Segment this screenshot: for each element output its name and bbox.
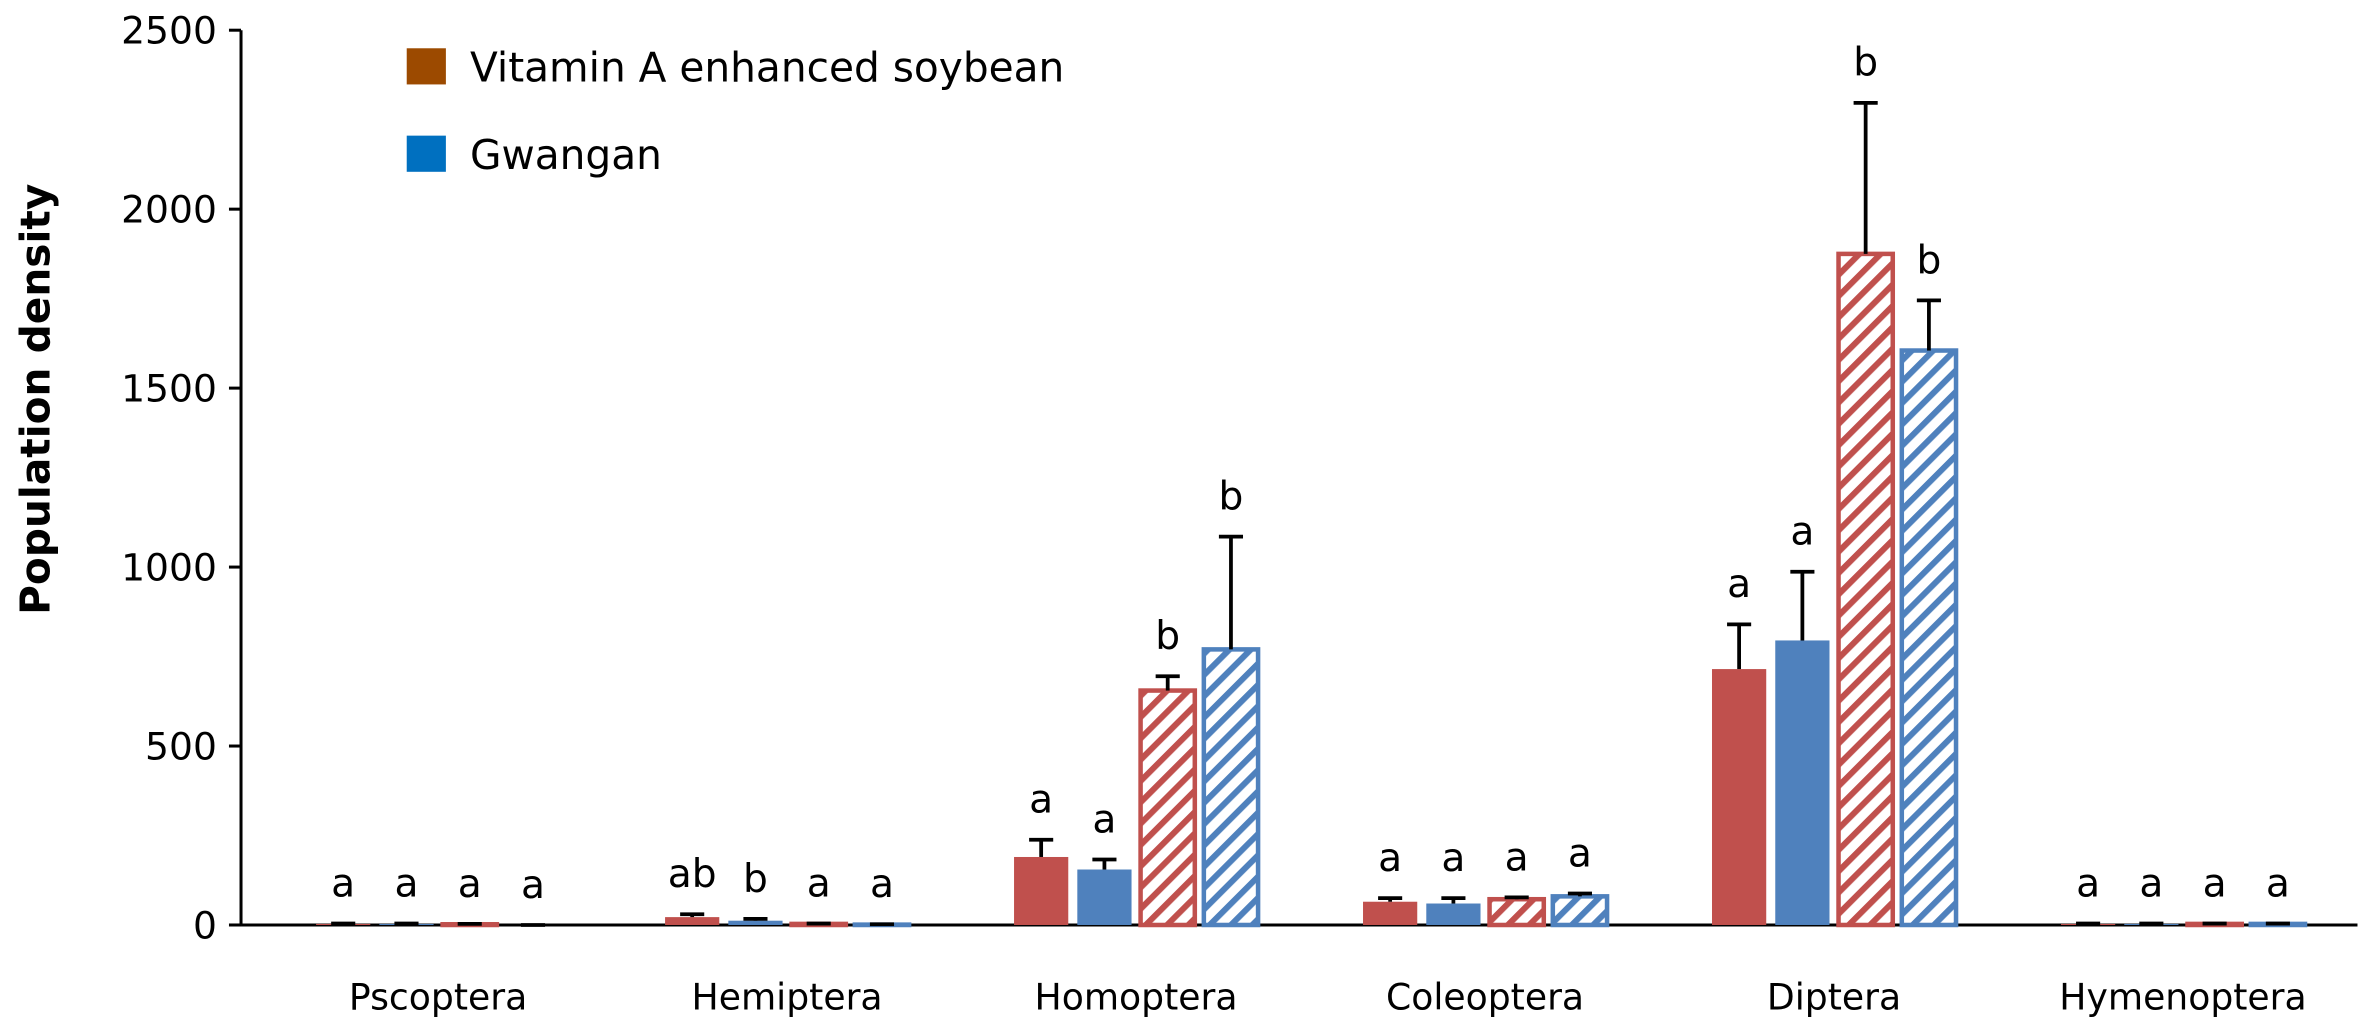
- bar: [665, 917, 720, 925]
- bar: [1426, 903, 1481, 925]
- x-tick-label: Coleoptera: [1386, 975, 1584, 1018]
- value-label: a: [1029, 778, 1053, 823]
- legend-swatch: [406, 135, 446, 172]
- value-label: b: [743, 857, 768, 902]
- x-tick-label: Hymenoptera: [2059, 975, 2306, 1018]
- value-label: a: [1441, 836, 1465, 881]
- bar: [1550, 894, 1610, 928]
- value-label: b: [1853, 41, 1878, 86]
- value-label: ab: [668, 852, 717, 897]
- y-tick-label: 1000: [121, 546, 217, 590]
- y-tick-label: 2500: [121, 9, 217, 53]
- bar: [728, 920, 783, 925]
- bar: [1775, 640, 1830, 925]
- value-label: a: [2203, 861, 2227, 906]
- value-label: a: [1505, 835, 1529, 880]
- bar: [1487, 896, 1547, 928]
- value-label: a: [458, 862, 482, 907]
- value-label: a: [1378, 836, 1402, 881]
- value-label: a: [1727, 562, 1751, 607]
- value-label: a: [394, 861, 418, 906]
- value-label: a: [1092, 797, 1116, 842]
- x-tick-label: Homoptera: [1035, 975, 1238, 1018]
- bar: [1014, 856, 1069, 925]
- y-tick-label: 500: [145, 725, 217, 769]
- value-label: a: [870, 862, 894, 907]
- legend-label: Gwangan: [470, 131, 662, 179]
- x-tick-label: Hemiptera: [692, 975, 883, 1018]
- value-label: b: [1916, 238, 1941, 283]
- bar: [1201, 647, 1261, 928]
- y-tick-label: 0: [193, 904, 217, 948]
- value-label: b: [1155, 614, 1180, 659]
- bar: [1711, 669, 1767, 925]
- y-tick-label: 1500: [121, 367, 217, 411]
- value-label: a: [2076, 861, 2100, 906]
- value-label: a: [2139, 861, 2163, 906]
- y-tick-label: 2000: [121, 188, 217, 232]
- x-tick-label: Diptera: [1767, 975, 1901, 1018]
- value-label: a: [331, 861, 355, 906]
- value-label: a: [521, 863, 545, 908]
- value-label: a: [2266, 861, 2290, 906]
- y-axis-label: Population density: [12, 184, 60, 615]
- bar: [1077, 869, 1132, 925]
- legend-label: Vitamin A enhanced soybean: [470, 43, 1064, 91]
- bar: [1899, 348, 1959, 928]
- x-tick-label: Pscoptera: [349, 975, 527, 1018]
- value-label: a: [807, 861, 831, 906]
- value-label: a: [1790, 510, 1814, 555]
- bar: [1836, 251, 1896, 928]
- bar: [1363, 901, 1418, 925]
- legend-swatch: [406, 48, 446, 85]
- value-label: a: [1568, 831, 1592, 876]
- value-label: b: [1219, 475, 1244, 520]
- bar: [1138, 688, 1198, 928]
